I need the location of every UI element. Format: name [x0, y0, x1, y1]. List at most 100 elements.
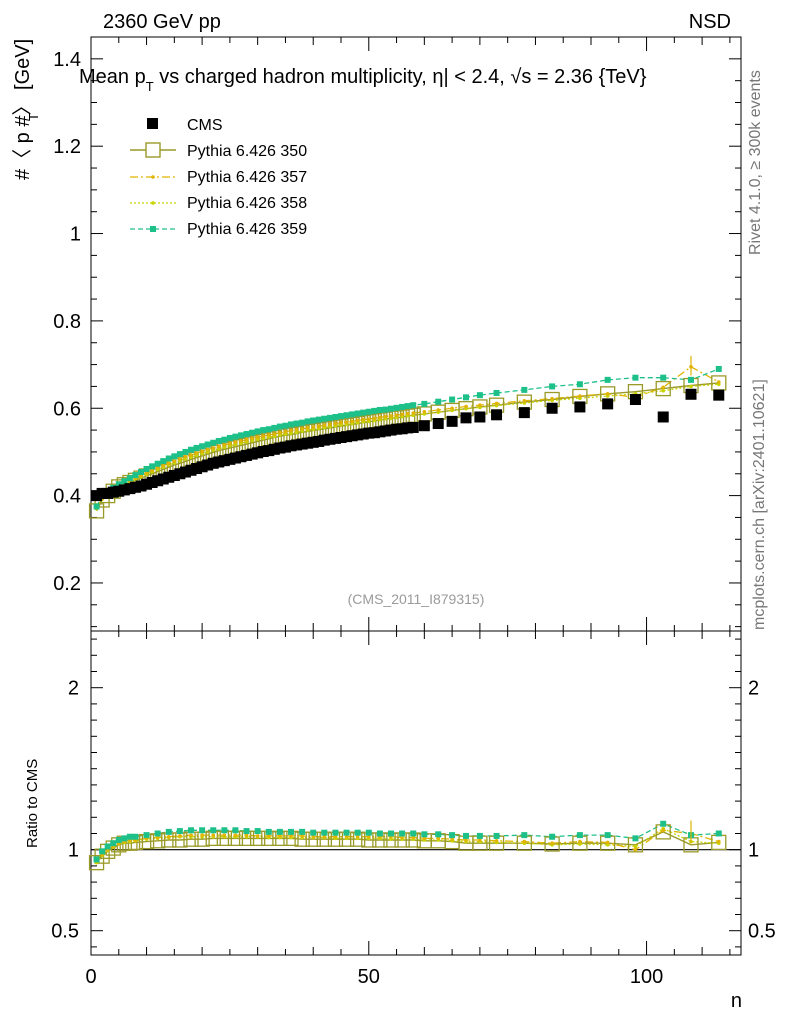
- main-line-p357: [96, 366, 720, 509]
- main-point-cms: [202, 459, 214, 471]
- ratio-point-p357: [661, 828, 666, 833]
- ratio-point-p359: [476, 832, 483, 839]
- main-point-cms: [279, 441, 291, 453]
- ratio-point-p357: [436, 836, 441, 841]
- main-point-p357: [350, 419, 354, 424]
- main-point-cms: [179, 466, 191, 478]
- ratio-point-p357: [450, 837, 454, 841]
- ratio-point-p359: [199, 827, 206, 834]
- main-point-cms: [146, 477, 158, 488]
- main-y-tick-label: 0.6: [53, 398, 81, 420]
- main-point-p359: [349, 411, 356, 418]
- ratio-point-p359: [188, 827, 194, 834]
- main-point-p359: [521, 386, 528, 393]
- ratio-point-p357: [278, 834, 282, 838]
- main-point-p357: [261, 434, 266, 439]
- process-label: NSD: [689, 11, 731, 33]
- main-point-cms: [196, 461, 208, 473]
- main-point-p357: [266, 433, 271, 437]
- main-point-p359: [632, 374, 639, 381]
- x-tick-label: 50: [358, 966, 380, 988]
- legend-entry-pythia-357: Pythia 6.426 357: [130, 169, 307, 186]
- main-point-p359: [404, 403, 411, 410]
- main-point-p358: [689, 384, 693, 389]
- ratio-point-p359: [399, 830, 406, 837]
- main-point-p357: [333, 421, 338, 426]
- ratio-point-p357: [211, 833, 216, 837]
- ratio-point-p359: [221, 827, 228, 834]
- main-point-p359: [265, 426, 272, 433]
- ratio-point-p359: [549, 833, 556, 840]
- ratio-point-p359: [310, 829, 317, 836]
- main-axis-ticks: 0.2 0.4 0.6 0.8 1 1.2 1.4: [53, 36, 741, 631]
- main-point-cms: [713, 389, 725, 401]
- legend-marker-pythia-357: [151, 175, 155, 179]
- ratio-point-p359: [410, 830, 417, 837]
- main-point-p357: [278, 430, 282, 435]
- main-point-cms: [460, 412, 472, 424]
- main-line-p358: [96, 383, 719, 510]
- x-axis-label: n: [731, 990, 742, 1012]
- main-point-p359: [149, 463, 156, 470]
- main-point-p359: [115, 481, 122, 488]
- ratio-point-p359: [254, 828, 261, 835]
- main-point-p357: [294, 427, 299, 432]
- main-point-cms: [391, 423, 403, 435]
- main-point-cms: [174, 468, 186, 480]
- main-point-p359: [210, 439, 217, 446]
- ratio-point-p357: [522, 839, 527, 844]
- main-point-p359: [371, 407, 378, 414]
- ratio-point-p359: [143, 832, 150, 839]
- legend-entry-pythia-350: Pythia 6.426 350: [130, 142, 307, 160]
- main-point-cms: [313, 435, 325, 447]
- main-point-cms: [191, 463, 203, 475]
- analysis-watermark: (CMS_2011_I879315): [348, 591, 485, 607]
- energy-label: 2360 GeV pp: [103, 11, 221, 33]
- main-point-cms: [574, 401, 586, 413]
- main-point-cms: [207, 457, 219, 469]
- main-point-p357: [311, 425, 316, 429]
- ratio-y-axis-label: Ratio to CMS: [24, 759, 41, 848]
- ratio-point-p357: [289, 834, 293, 838]
- ratio-point-p357: [155, 835, 160, 840]
- ratio-point-p357: [300, 834, 304, 838]
- main-point-p359: [199, 443, 206, 450]
- main-line-p359: [96, 368, 720, 507]
- main-point-cms: [418, 420, 430, 432]
- main-point-p359: [154, 460, 161, 467]
- main-point-p359: [332, 413, 339, 420]
- ratio-point-p357: [633, 847, 638, 852]
- main-point-p357: [605, 392, 610, 396]
- ratio-point-p359: [276, 828, 283, 835]
- main-point-p359: [304, 418, 311, 425]
- legend-label-pythia-358: Pythia 6.426 358: [187, 195, 307, 212]
- ratio-point-p357: [266, 834, 271, 838]
- main-point-p359: [715, 365, 722, 372]
- legend-marker-cms: [147, 118, 158, 129]
- ratio-point-p359: [632, 835, 639, 842]
- main-point-p357: [200, 449, 204, 454]
- main-point-p359: [365, 408, 372, 415]
- main-point-p359: [171, 453, 178, 460]
- main-point-cms: [257, 445, 269, 457]
- main-point-p357: [305, 426, 310, 430]
- ratio-point-p359: [265, 828, 272, 835]
- main-point-p359: [288, 421, 294, 428]
- rivet-info: Rivet 4.1.0, ≥ 300k events: [747, 70, 764, 255]
- main-point-cms: [352, 429, 364, 441]
- main-point-cms: [491, 409, 503, 421]
- ratio-series-group: [88, 820, 727, 871]
- main-point-p359: [182, 448, 189, 455]
- ratio-point-p359: [660, 820, 667, 827]
- ratio-point-p359: [576, 832, 583, 839]
- main-point-p359: [165, 455, 172, 462]
- ratio-y-tick-label-right: 2: [748, 678, 759, 700]
- ratio-point-p357: [255, 834, 260, 838]
- main-point-p359: [221, 436, 228, 443]
- ratio-point-p359: [715, 830, 722, 837]
- main-point-p359: [399, 403, 406, 410]
- main-point-p357: [233, 440, 238, 445]
- main-point-cms: [518, 407, 530, 419]
- ratio-point-p357: [333, 834, 338, 839]
- main-point-p357: [283, 430, 288, 434]
